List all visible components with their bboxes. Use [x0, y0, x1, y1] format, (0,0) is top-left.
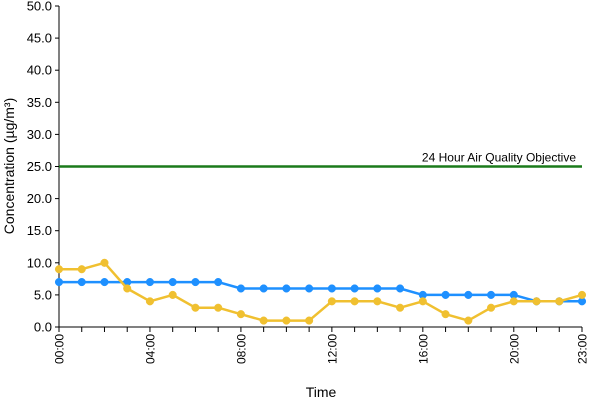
y-tick-label: 0.0 — [34, 320, 52, 335]
series-2-point — [327, 297, 336, 306]
series-2-point — [214, 303, 223, 312]
x-axis-title: Time — [306, 384, 337, 400]
series-1-point — [373, 284, 382, 293]
y-tick-label: 40.0 — [27, 63, 52, 78]
series-2-point — [77, 265, 86, 274]
series-1-line — [59, 280, 582, 303]
series-1-point — [305, 284, 314, 293]
series-2-point — [54, 265, 64, 274]
series-2-line — [59, 261, 583, 322]
series-2-point — [418, 297, 427, 306]
series-2-point — [259, 316, 268, 325]
series-1-point — [236, 284, 245, 293]
series-2-point — [441, 310, 450, 319]
series-2-point — [123, 284, 132, 293]
reference-line-layer: 24 Hour Air Quality Objective — [59, 151, 582, 168]
x-tick-label: 20:00 — [507, 334, 521, 364]
y-tick-label: 50.0 — [27, 0, 52, 14]
y-tick-label: 5.0 — [34, 287, 52, 302]
series-2-point — [145, 297, 155, 306]
series-2-point — [509, 297, 518, 306]
y-tick-label: 25.0 — [27, 159, 52, 174]
series-2-point — [486, 303, 496, 312]
y-axis-title: Concentration (µg/m³) — [1, 98, 17, 234]
series-layer — [54, 258, 587, 325]
series-2-point — [282, 316, 291, 325]
series-2-point — [532, 297, 541, 306]
series-1-point — [145, 278, 155, 287]
series-1-point — [54, 278, 64, 287]
y-tick-label: 30.0 — [27, 127, 52, 142]
y-tick-label: 45.0 — [27, 31, 52, 46]
series-1-point — [464, 290, 473, 299]
series-1-point — [214, 278, 223, 287]
y-tick-label: 15.0 — [27, 223, 52, 238]
x-tick-label: 08:00 — [234, 334, 248, 364]
series-1-point — [77, 278, 86, 287]
series-1-point — [282, 284, 291, 293]
series-2-point — [555, 297, 564, 306]
series-1-point — [168, 278, 177, 287]
series-2-point — [305, 316, 314, 325]
series-2-point — [168, 290, 177, 299]
x-tick-label: 12:00 — [325, 334, 339, 364]
air-quality-objective-label: 24 Hour Air Quality Objective — [422, 151, 576, 165]
series-2-point — [191, 303, 200, 312]
series-1-point — [396, 284, 405, 293]
x-tick-label: 16:00 — [416, 334, 430, 364]
series-2-point — [396, 303, 405, 312]
series-2-point — [373, 297, 382, 306]
y-tick-label: 20.0 — [27, 191, 52, 206]
series-1-point — [327, 284, 336, 293]
x-tick-label: 04:00 — [143, 334, 157, 364]
series-2-point — [464, 316, 473, 325]
series-2-point — [100, 258, 109, 267]
series-2-point — [236, 310, 245, 319]
series-1-point — [259, 284, 268, 293]
series-1-point — [350, 284, 359, 293]
series-1-point — [100, 278, 109, 287]
series-1-point — [441, 290, 450, 299]
axes: 0.0 5.0 10.0 15.0 20.0 25.0 30.0 35.0 40.0 45.0 50… — [27, 0, 590, 364]
series-1-point — [486, 290, 496, 299]
series-2-point — [350, 297, 359, 306]
x-tick-label: 00:00 — [53, 334, 67, 364]
series-1-point — [191, 278, 200, 287]
x-tick-label: 23:00 — [576, 334, 590, 364]
series-2-point — [577, 290, 587, 299]
y-tick-label: 10.0 — [27, 255, 52, 270]
y-tick-label: 35.0 — [27, 95, 52, 110]
